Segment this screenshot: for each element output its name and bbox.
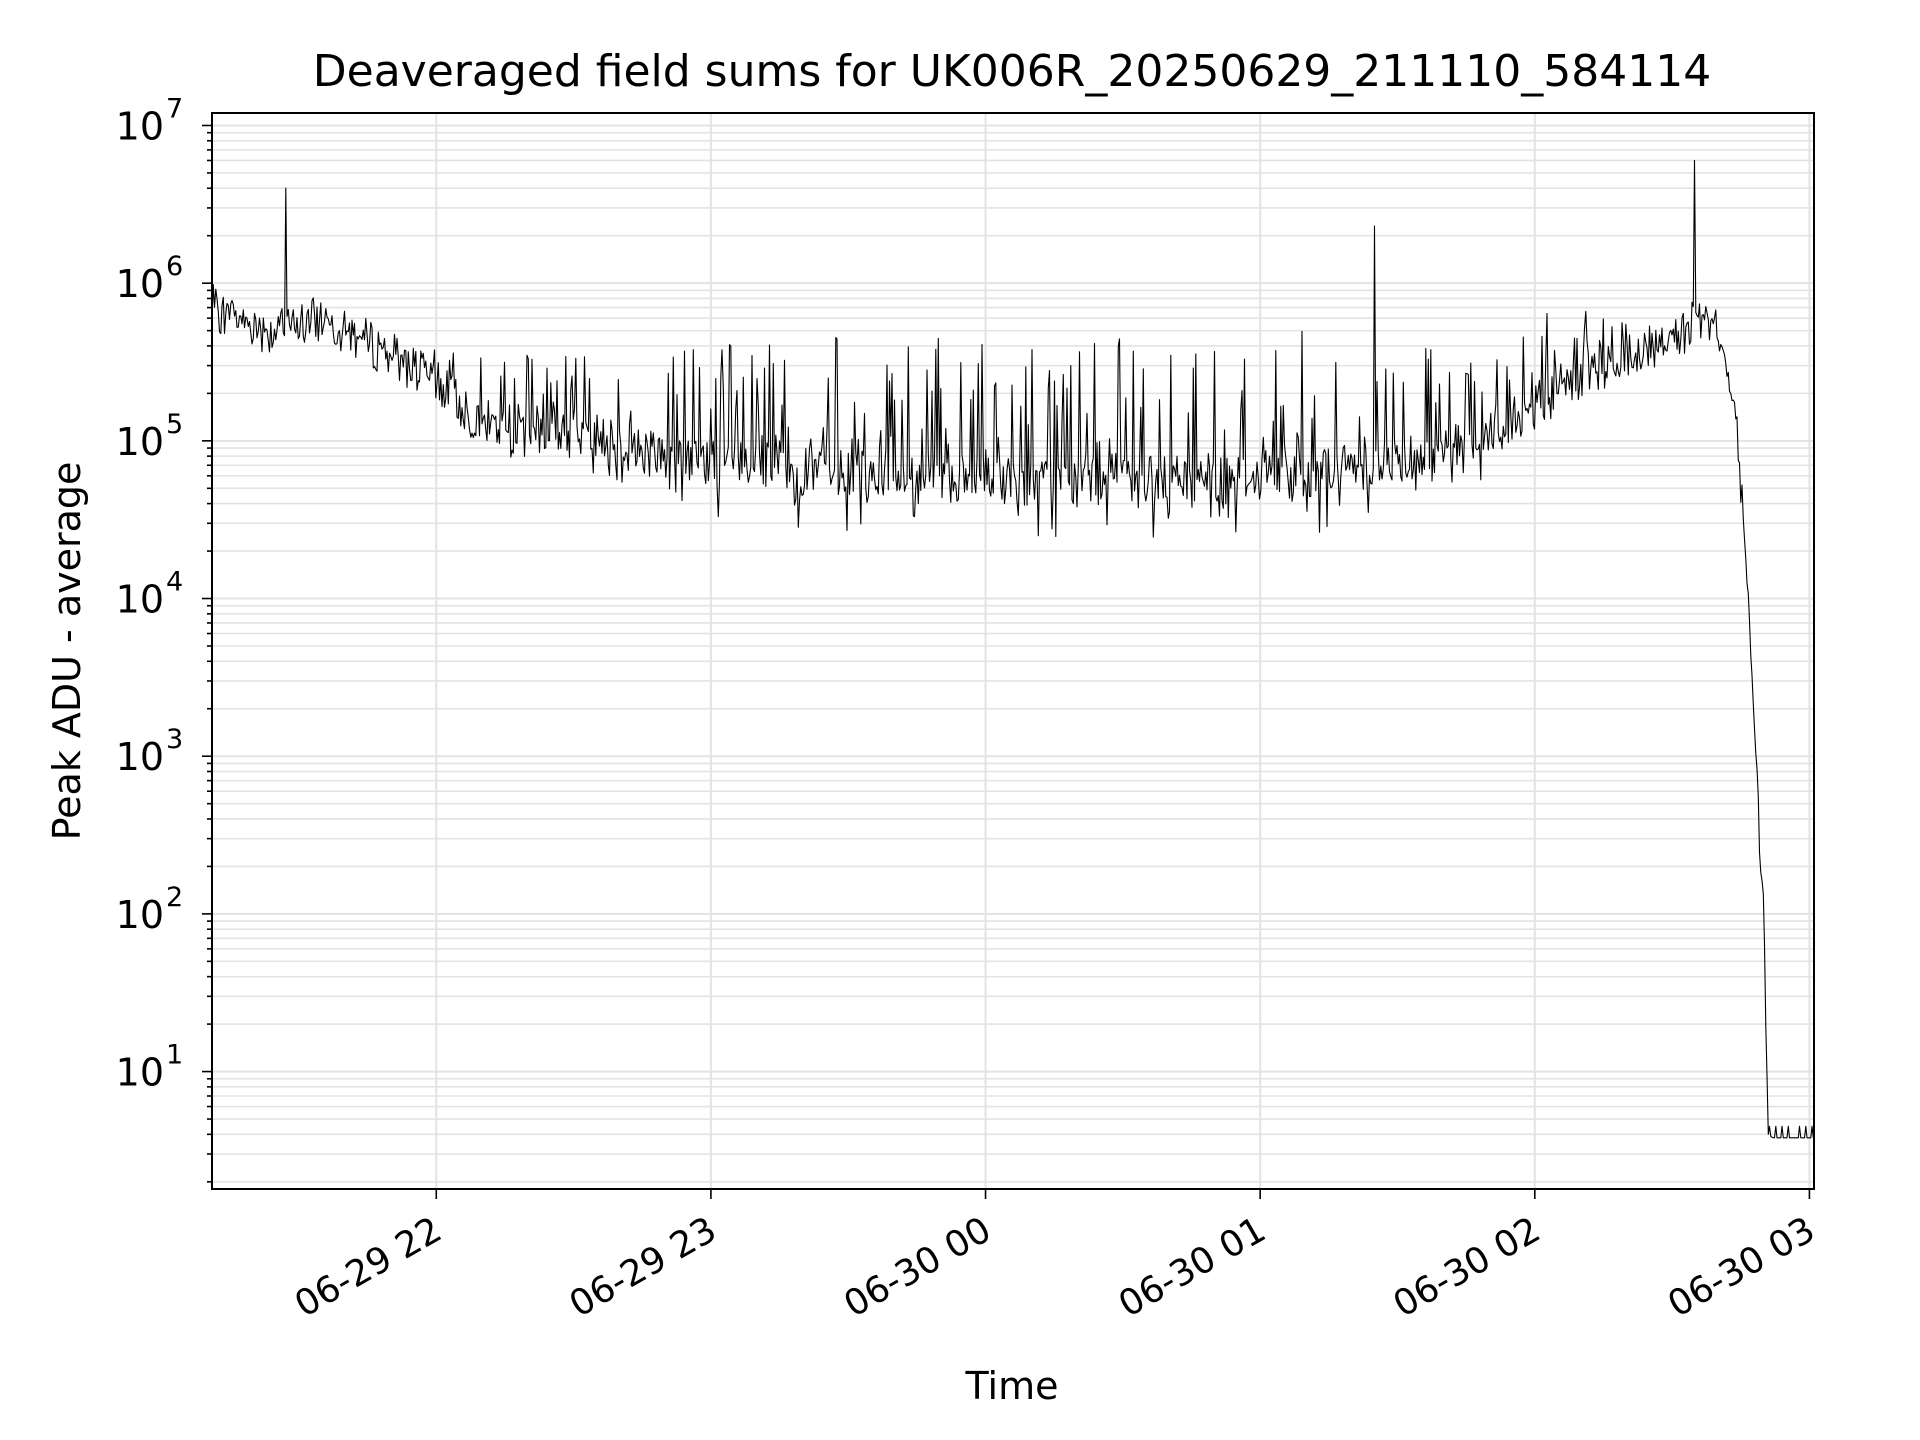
grid-layer — [212, 113, 1814, 1189]
y-tick-label: 10 — [116, 420, 164, 464]
y-tick-exponent: 1 — [166, 1040, 183, 1071]
y-tick-label: 10 — [116, 578, 164, 622]
y-tick-label: 10 — [116, 893, 164, 937]
y-tick-exponent: 3 — [166, 724, 183, 755]
y-tick-exponent: 7 — [166, 93, 183, 124]
y-tick-label: 10 — [116, 104, 164, 148]
y-tick-exponent: 6 — [166, 251, 183, 282]
y-tick-label: 10 — [116, 1051, 164, 1095]
chart-title: Deaveraged field sums for UK006R_2025062… — [313, 46, 1711, 97]
peak-adu-series-line — [211, 159, 1814, 1139]
y-tick-label: 10 — [116, 735, 164, 779]
y-axis-label: Peak ADU - average — [45, 462, 89, 841]
y-tick-exponent: 4 — [166, 567, 183, 598]
data-layer — [211, 159, 1814, 1139]
y-tick-exponent: 5 — [166, 409, 183, 440]
y-tick-label: 10 — [116, 262, 164, 306]
plot-frame — [211, 112, 1815, 1190]
x-axis-label: Time — [965, 1364, 1059, 1408]
y-tick-exponent: 2 — [166, 882, 183, 913]
